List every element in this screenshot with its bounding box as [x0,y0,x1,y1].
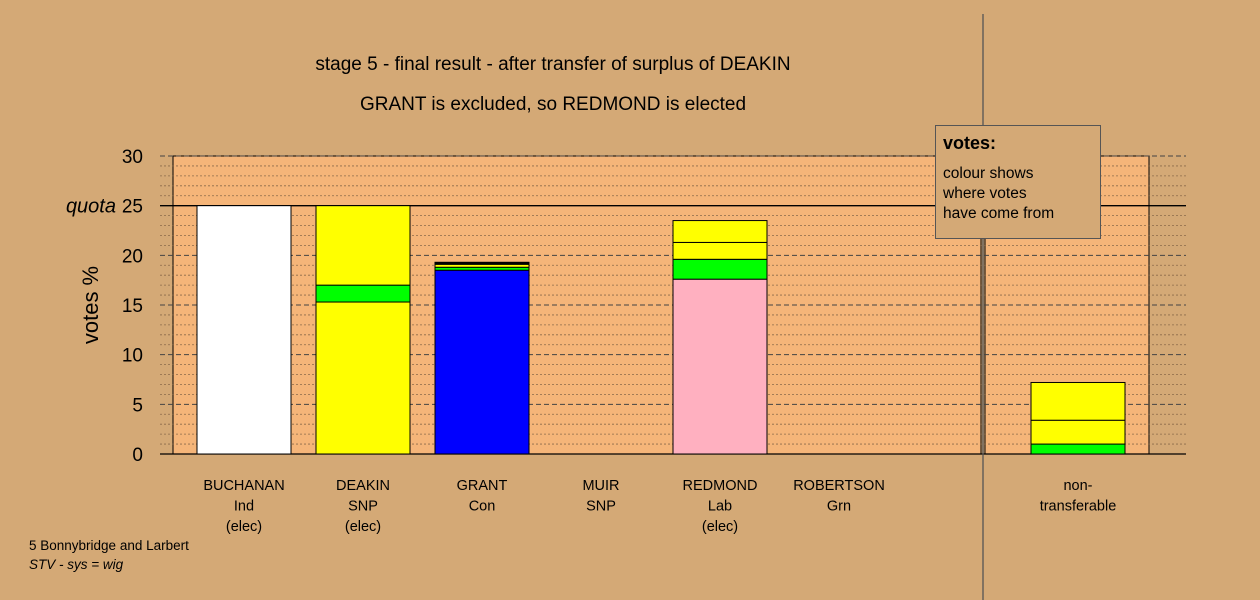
quota-label: quota [66,196,116,218]
candidate-buchanan-label: BUCHANAN [203,478,284,494]
candidate-muir-label: MUIR [582,478,619,494]
candidate-grant-label: GRANT [457,478,508,494]
y-tick-label: 20 [122,246,143,267]
candidate-buchanan-label: Ind [234,499,254,515]
chart-subtitle: GRANT is excluded, so REDMOND is elected [359,94,747,115]
legend-box: votes: colour shows where votes have com… [935,125,1101,239]
y-tick-label: 25 [122,197,143,218]
candidate-grant-label: Con [469,499,496,515]
legend-title: votes: [943,133,997,153]
candidate-redmond-label: REDMOND [683,478,758,494]
nontransferable-bar-segment [1030,381,1126,421]
candidate-redmond-bar-segment [672,220,768,243]
candidate-deakin-label: SNP [348,499,378,515]
candidate-robertson-label: ROBERTSON [793,478,885,494]
nontransferable-label: non- [1063,478,1092,494]
candidate-redmond-bar-segment [672,278,768,455]
candidate-redmond-label: (elec) [702,519,738,535]
candidate-deakin-bar-segment [315,301,411,455]
candidate-redmond-label: Lab [708,499,732,515]
footer-ward: 5 Bonnybridge and Larbert [29,538,189,553]
candidate-deakin-bar-segment [315,205,411,286]
chart-title: stage 5 - final result - after transfer … [315,54,791,75]
y-tick-label: 15 [122,296,143,317]
footer-system: STV - sys = wig [29,557,124,572]
candidate-muir-label: SNP [586,499,616,515]
candidate-deakin-label: DEAKIN [336,478,390,494]
nontransferable-bar-segment [1030,443,1126,455]
nontransferable-bar-segment [1030,419,1126,445]
y-tick-label: 10 [122,346,143,367]
candidate-grant-bar-segment [434,269,530,455]
candidate-redmond-bar-segment [672,258,768,280]
y-tick-label: 30 [122,147,143,168]
y-tick-label: 0 [132,445,143,466]
nontransferable-label: transferable [1040,499,1117,515]
candidate-redmond-bar-segment [672,241,768,260]
candidate-deakin-bar-segment [315,284,411,303]
legend-body: colour shows where votes have come from [943,165,1055,222]
candidate-buchanan-label: (elec) [226,519,262,535]
y-axis-label: votes % [78,266,103,344]
y-tick-label: 5 [132,395,143,416]
candidate-buchanan-bar-segment [196,205,292,455]
candidate-robertson-label: Grn [827,499,851,515]
candidate-deakin-label: (elec) [345,519,381,535]
candidate-grant-bar-segment [434,261,530,264]
